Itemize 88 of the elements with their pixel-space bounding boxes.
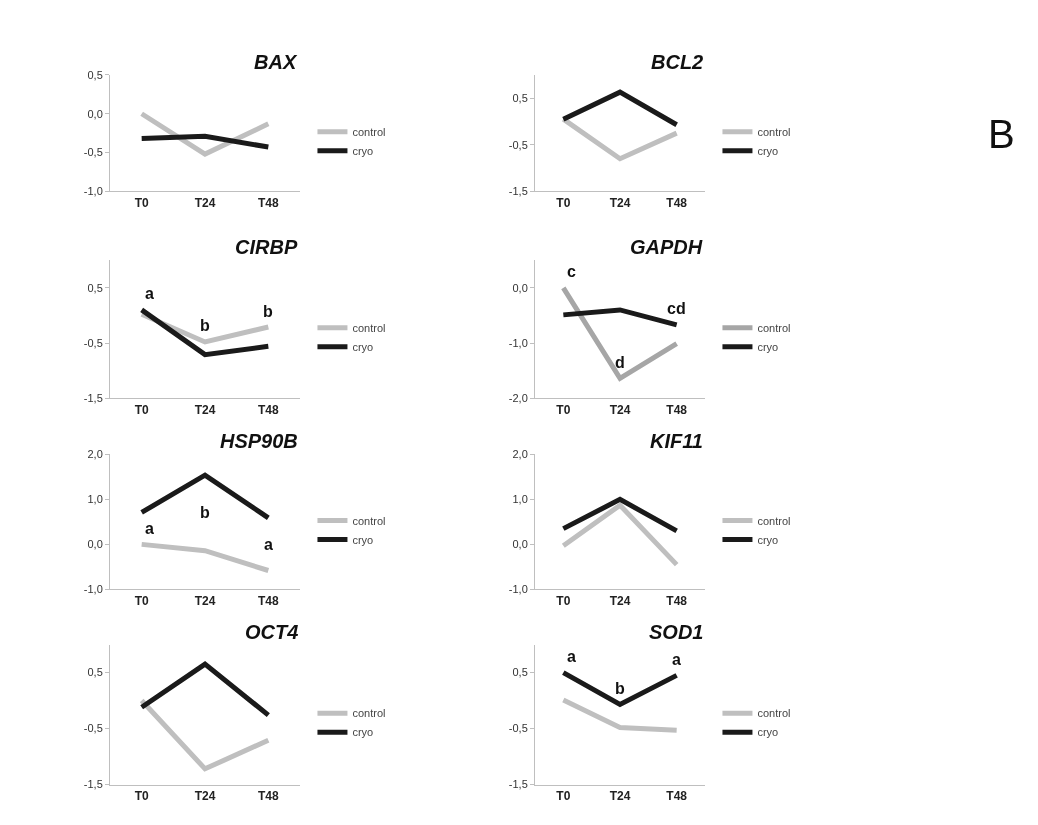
- legend-label: control: [757, 322, 791, 335]
- legend-label: control: [352, 322, 386, 335]
- y-tick-label: 0,0: [512, 281, 528, 294]
- y-tick-label: -0,5: [508, 138, 528, 151]
- chart-title: HSP90B: [220, 430, 298, 452]
- legend-label: control: [757, 126, 791, 139]
- y-tick-label: 0,0: [87, 107, 103, 120]
- annotation: b: [615, 680, 625, 697]
- x-tick-label: T48: [666, 788, 688, 803]
- legend-label: control: [757, 707, 791, 720]
- x-tick-label: T48: [257, 195, 279, 210]
- annotation: a: [672, 651, 681, 668]
- x-tick-label: T48: [666, 195, 688, 210]
- legend-label: control: [757, 514, 791, 527]
- annotation: d: [615, 354, 625, 371]
- legend-label: cryo: [757, 726, 779, 739]
- annotation: a: [145, 285, 154, 302]
- annotation: b: [200, 317, 210, 334]
- x-tick-label: T0: [556, 195, 571, 210]
- y-tick-label: -1,5: [83, 392, 103, 405]
- chart-title: GAPDH: [630, 236, 703, 258]
- x-tick-label: T24: [609, 402, 631, 417]
- y-tick-label: 1,0: [87, 493, 103, 506]
- x-tick-label: T0: [134, 402, 149, 417]
- annotation: b: [263, 303, 273, 320]
- y-tick-label: -0,5: [508, 722, 528, 735]
- legend-label: control: [352, 514, 386, 527]
- y-tick-label: -0,5: [83, 336, 103, 349]
- legend-label: cryo: [757, 533, 779, 546]
- legend-label: cryo: [352, 145, 374, 158]
- legend-label: cryo: [352, 726, 374, 739]
- y-tick-label: -1,5: [83, 778, 103, 791]
- x-tick-label: T24: [194, 402, 216, 417]
- y-tick-label: 0,5: [87, 281, 103, 294]
- x-tick-label: T0: [556, 593, 571, 608]
- x-tick-label: T24: [194, 788, 216, 803]
- x-tick-label: T24: [194, 593, 216, 608]
- legend-label: control: [352, 707, 386, 720]
- y-tick-label: 2,0: [512, 448, 528, 461]
- annotation: cd: [667, 300, 686, 317]
- x-tick-label: T24: [609, 195, 631, 210]
- y-tick-label: 0,0: [87, 538, 103, 551]
- legend-label: cryo: [352, 533, 374, 546]
- y-tick-label: 0,5: [87, 68, 103, 81]
- x-tick-label: T24: [194, 195, 216, 210]
- x-tick-label: T0: [134, 788, 149, 803]
- chart-title: SOD1: [649, 621, 704, 643]
- legend-label: cryo: [757, 145, 779, 158]
- x-tick-label: T24: [609, 593, 631, 608]
- x-tick-label: T0: [134, 195, 149, 210]
- chart-title: BCL2: [651, 51, 704, 73]
- y-tick-label: -0,5: [83, 146, 103, 159]
- x-tick-label: T48: [257, 593, 279, 608]
- y-tick-label: 1,0: [512, 493, 528, 506]
- annotation: c: [567, 263, 576, 280]
- y-tick-label: 0,5: [512, 666, 528, 679]
- chart-title: BAX: [254, 51, 298, 73]
- x-tick-label: T0: [556, 402, 571, 417]
- x-tick-label: T0: [134, 593, 149, 608]
- legend-label: cryo: [352, 341, 374, 354]
- y-tick-label: 2,0: [87, 448, 103, 461]
- chart-title: OCT4: [245, 621, 299, 643]
- y-tick-label: -1,0: [83, 185, 103, 198]
- x-tick-label: T48: [257, 788, 279, 803]
- annotation: a: [145, 520, 154, 537]
- y-tick-label: -1,5: [508, 185, 528, 198]
- x-tick-label: T48: [257, 402, 279, 417]
- y-tick-label: 0,5: [87, 666, 103, 679]
- text: B: [988, 112, 1015, 156]
- y-tick-label: -1,5: [508, 778, 528, 791]
- annotation: b: [200, 504, 210, 521]
- y-tick-label: 0,0: [512, 538, 528, 551]
- legend-label: cryo: [757, 341, 779, 354]
- x-tick-label: T48: [666, 402, 688, 417]
- y-tick-label: -1,0: [508, 583, 528, 596]
- x-tick-label: T48: [666, 593, 688, 608]
- annotation: a: [567, 648, 576, 665]
- annotation: a: [264, 536, 273, 553]
- chart-title: CIRBP: [235, 236, 298, 258]
- y-tick-label: -0,5: [83, 722, 103, 735]
- y-tick-label: -2,0: [508, 392, 528, 405]
- y-tick-label: -1,0: [508, 336, 528, 349]
- x-tick-label: T24: [609, 788, 631, 803]
- legend-label: control: [352, 126, 386, 139]
- chart-title: KIF11: [650, 430, 703, 452]
- y-tick-label: 0,5: [512, 92, 528, 105]
- x-tick-label: T0: [556, 788, 571, 803]
- y-tick-label: -1,0: [83, 583, 103, 596]
